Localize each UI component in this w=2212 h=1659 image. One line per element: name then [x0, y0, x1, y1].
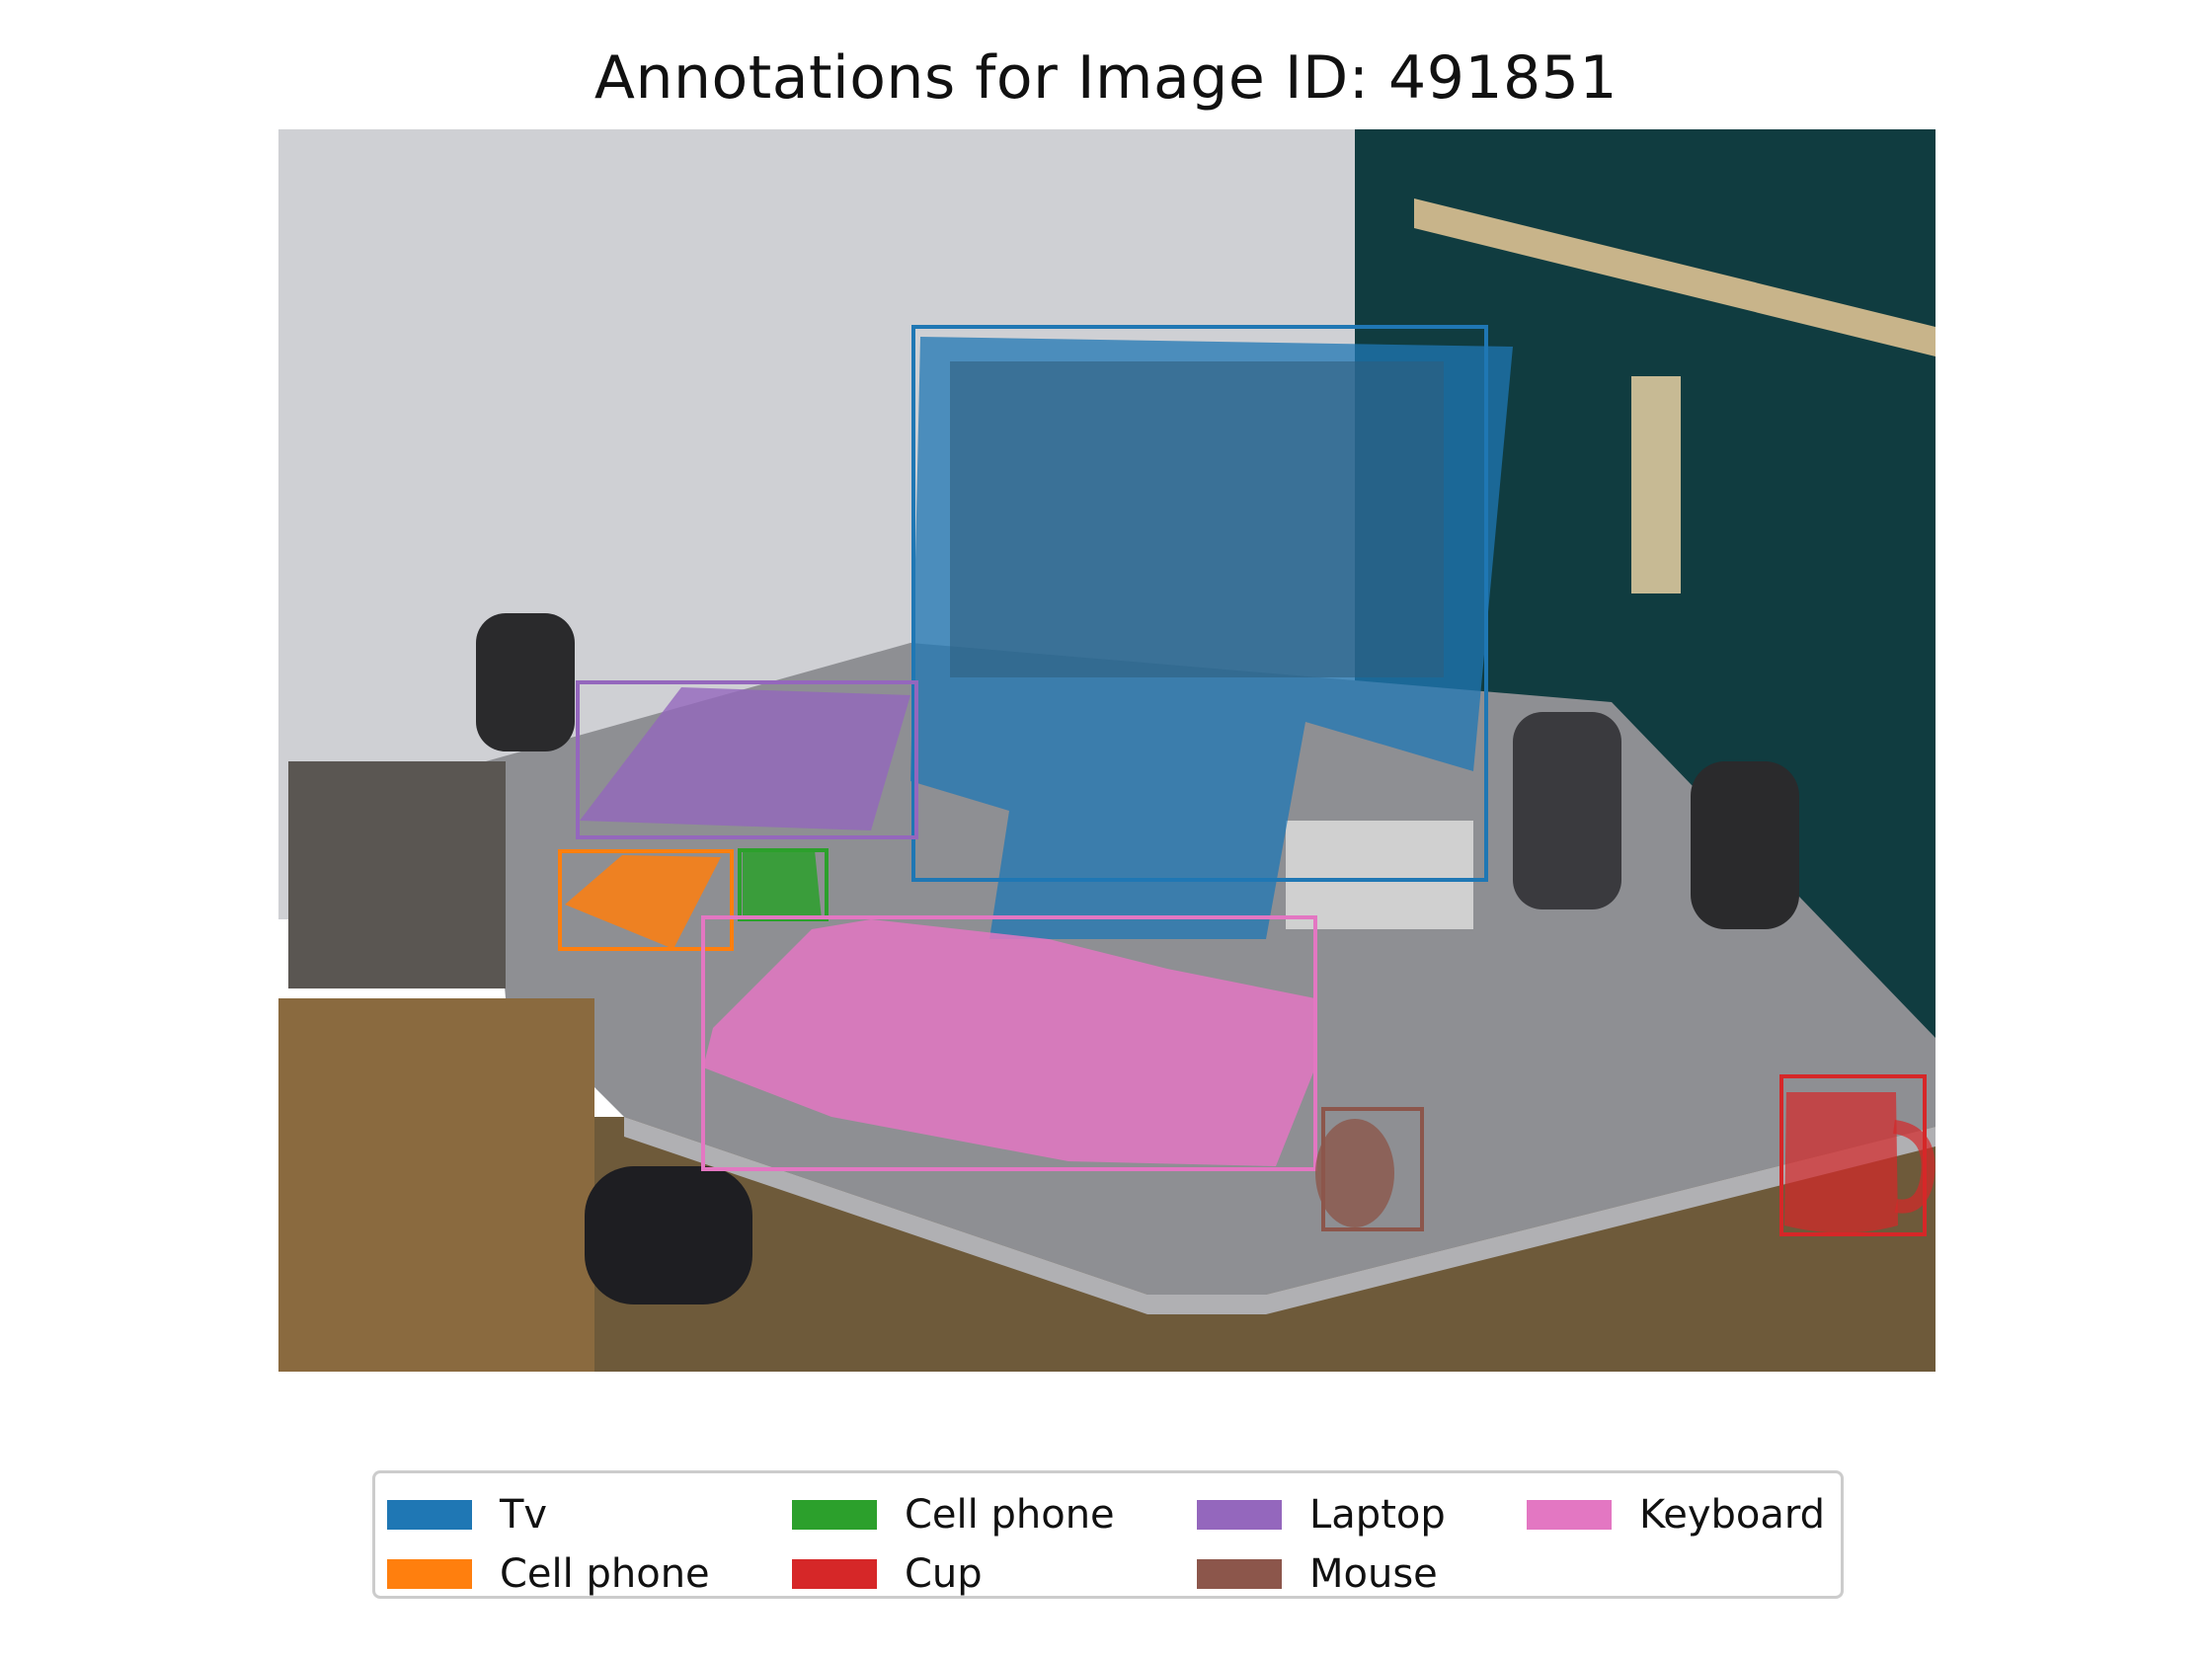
shoes: [585, 1166, 752, 1304]
legend-item: Tv: [387, 1492, 548, 1538]
legend-item: Cell phone: [387, 1551, 710, 1597]
cup-handle: [1892, 1120, 1936, 1214]
router: [1286, 821, 1473, 929]
legend-item: Laptop: [1197, 1492, 1446, 1538]
speaker-right: [1691, 761, 1799, 929]
legend-swatch: [387, 1500, 472, 1530]
legend-swatch: [1197, 1500, 1282, 1530]
desk-edge: [624, 1117, 1936, 1314]
legend-item: Mouse: [1197, 1551, 1438, 1597]
left-cabinet: [278, 998, 594, 1372]
legend-swatch: [1527, 1500, 1612, 1530]
keyboard-mask: [703, 919, 1315, 1166]
laptop-mask: [580, 687, 910, 830]
legend-item: Keyboard: [1527, 1492, 1826, 1538]
shelf: [1414, 198, 1936, 356]
annotated-photo: [278, 129, 1936, 1372]
figure-title: Annotations for Image ID: 491851: [593, 43, 1619, 113]
cup-mask: [1784, 1092, 1898, 1233]
speaker-left: [476, 613, 575, 751]
remote-control: [1513, 712, 1621, 909]
legend-swatch: [792, 1559, 877, 1589]
left-clutter: [288, 761, 506, 988]
legend-label: Cell phone: [905, 1492, 1115, 1538]
cup-box: [1779, 1074, 1927, 1236]
tv-box: [911, 325, 1488, 882]
keyboard-box: [701, 915, 1317, 1171]
mouse-box: [1321, 1107, 1424, 1231]
legend-swatch: [387, 1559, 472, 1589]
legend-swatch: [792, 1500, 877, 1530]
legend-label: Laptop: [1309, 1492, 1446, 1538]
legend-label: Keyboard: [1639, 1492, 1826, 1538]
cell-phone-green-mask: [743, 850, 822, 919]
mouse-mask: [1315, 1119, 1394, 1227]
legend-label: Cell phone: [500, 1551, 710, 1597]
power-outlet: [1631, 376, 1681, 593]
laptop-box: [576, 680, 918, 839]
legend-label: Tv: [500, 1492, 548, 1538]
legend-label: Mouse: [1309, 1551, 1438, 1597]
tv-screen: [950, 361, 1444, 677]
legend: Tv Cell phone Cell phone Cup Laptop Mous…: [372, 1470, 1844, 1599]
legend-item: Cup: [792, 1551, 983, 1597]
legend-label: Cup: [905, 1551, 983, 1597]
legend-item: Cell phone: [792, 1492, 1115, 1538]
cell-phone-orange-box: [558, 849, 734, 951]
legend-swatch: [1197, 1559, 1282, 1589]
cell-phone-orange-mask: [565, 855, 721, 949]
